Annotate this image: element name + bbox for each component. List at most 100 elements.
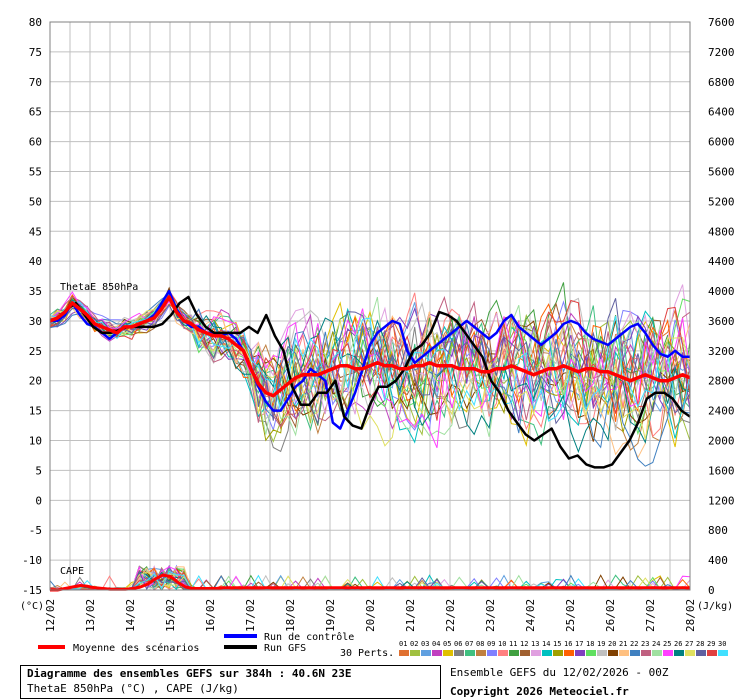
pert-swatch	[696, 650, 706, 656]
pert-id: 06	[454, 640, 462, 648]
cape-mean-line	[50, 573, 690, 592]
pert-swatch	[443, 650, 453, 656]
pert-id: 14	[542, 640, 550, 648]
y-right-tick: 1200	[708, 494, 735, 507]
pert-id: 10	[498, 640, 506, 648]
pert-id: 22	[630, 640, 638, 648]
thetae-label: ThetaE 850hPa	[60, 282, 138, 293]
pert-id: 03	[421, 640, 429, 648]
x-date-tick: 17/02	[244, 599, 257, 632]
y-left-tick: -15	[22, 584, 42, 597]
pert-swatch	[663, 650, 673, 656]
footer-subtitle: ThetaE 850hPa (°C) , CAPE (J/kg)	[27, 682, 239, 695]
pert-id: 07	[465, 640, 473, 648]
pert-swatch	[509, 650, 519, 656]
y-right-tick: 5600	[708, 165, 735, 178]
pert-swatch	[652, 650, 662, 656]
y-left-tick: 5	[35, 464, 42, 477]
pert-swatch	[542, 650, 552, 656]
y-right-tick: 6400	[708, 106, 735, 119]
y-left-tick: -5	[29, 524, 42, 537]
pert-swatch	[421, 650, 431, 656]
y-left-tick: 20	[29, 375, 42, 388]
y-left-tick: 25	[29, 345, 42, 358]
x-date-tick: 16/02	[204, 599, 217, 632]
legend-perts-swatches: 01 02 03 04 05 06 07 08 09 10 11 12 13 14 15 16 17 18 19 20…	[399, 640, 728, 656]
chart-grid	[49, 21, 691, 591]
y-left-tick: 70	[29, 76, 42, 89]
y-right-tick: 7600	[708, 16, 735, 29]
x-date-tick: 14/02	[124, 599, 137, 632]
pert-id: 19	[597, 640, 605, 648]
x-date-tick: 13/02	[84, 599, 97, 632]
y-right-tick: 6000	[708, 136, 735, 149]
pert-swatch	[520, 650, 530, 656]
pert-line	[49, 295, 691, 422]
pert-swatch	[564, 650, 574, 656]
mean-scenarios-line	[49, 295, 691, 398]
pert-swatch	[608, 650, 618, 656]
x-date-tick: 28/02	[684, 599, 697, 632]
pert-swatch	[399, 650, 409, 656]
footer-run: Ensemble GEFS du 12/02/2026 - 00Z	[450, 666, 669, 679]
pert-swatch	[454, 650, 464, 656]
pert-swatch	[487, 650, 497, 656]
pert-swatch	[498, 650, 508, 656]
y-left-tick: 80	[29, 16, 42, 29]
pert-swatch	[619, 650, 629, 656]
pert-id: 15	[553, 640, 561, 648]
pert-id: 01	[399, 640, 407, 648]
pert-id: 02	[410, 640, 418, 648]
x-date-tick: 15/02	[164, 599, 177, 632]
pert-id: 11	[509, 640, 517, 648]
y-right-tick: 4800	[708, 225, 735, 238]
y-right-tick: 400	[708, 554, 728, 567]
pert-swatch	[432, 650, 442, 656]
pert-id: 25	[663, 640, 671, 648]
pert-id: 04	[432, 640, 440, 648]
x-date-tick: 26/02	[604, 599, 617, 632]
plot-frame	[49, 21, 691, 591]
y-left-tick: 10	[29, 435, 42, 448]
y-left-tick: 60	[29, 136, 42, 149]
legend-control-label: Run de contrôle	[264, 631, 354, 643]
pert-swatch	[531, 650, 541, 656]
y-left-tick: 0	[35, 494, 42, 507]
pert-id: 20	[608, 640, 616, 648]
pert-swatch	[553, 650, 563, 656]
pert-id: 17	[575, 640, 583, 648]
right-unit-label: (J/kg)	[697, 601, 733, 612]
pert-id: 27	[685, 640, 693, 648]
main-run-lines	[49, 289, 691, 592]
x-date-tick: 22/02	[444, 599, 457, 632]
footer-copyright: Copyright 2026 Meteociel.fr	[450, 685, 629, 698]
pert-id: 09	[487, 640, 495, 648]
y-left-tick: 15	[29, 405, 42, 418]
x-date-tick: 20/02	[364, 599, 377, 632]
pert-swatch	[575, 650, 585, 656]
y-left-tick: 55	[29, 165, 42, 178]
footer-box: Diagramme des ensembles GEFS sur 384h : …	[20, 665, 441, 699]
footer-title: Diagramme des ensembles GEFS sur 384h : …	[27, 667, 352, 680]
pert-swatch	[707, 650, 717, 656]
pert-id: 23	[641, 640, 649, 648]
pert-swatch	[630, 650, 640, 656]
pert-id: 18	[586, 640, 594, 648]
y-left-tick: 45	[29, 225, 42, 238]
left-unit-label: (°C)	[20, 601, 44, 612]
y-left-tick: 30	[29, 315, 42, 328]
y-left-tick: 35	[29, 285, 42, 298]
x-date-tick: 25/02	[564, 599, 577, 632]
pert-swatch	[586, 650, 596, 656]
legend-mean-label: Moyenne des scénarios	[73, 642, 199, 654]
pert-swatch	[718, 650, 728, 656]
x-date-tick: 27/02	[644, 599, 657, 632]
y-right-tick: 6800	[708, 76, 735, 89]
control-run-line	[50, 289, 690, 430]
x-date-tick: 23/02	[484, 599, 497, 632]
pert-id: 16	[564, 640, 572, 648]
pert-swatch	[465, 650, 475, 656]
legend: Moyenne des scénarios Run de contrôle Ru…	[38, 631, 728, 659]
y-right-tick: 2400	[708, 405, 735, 418]
